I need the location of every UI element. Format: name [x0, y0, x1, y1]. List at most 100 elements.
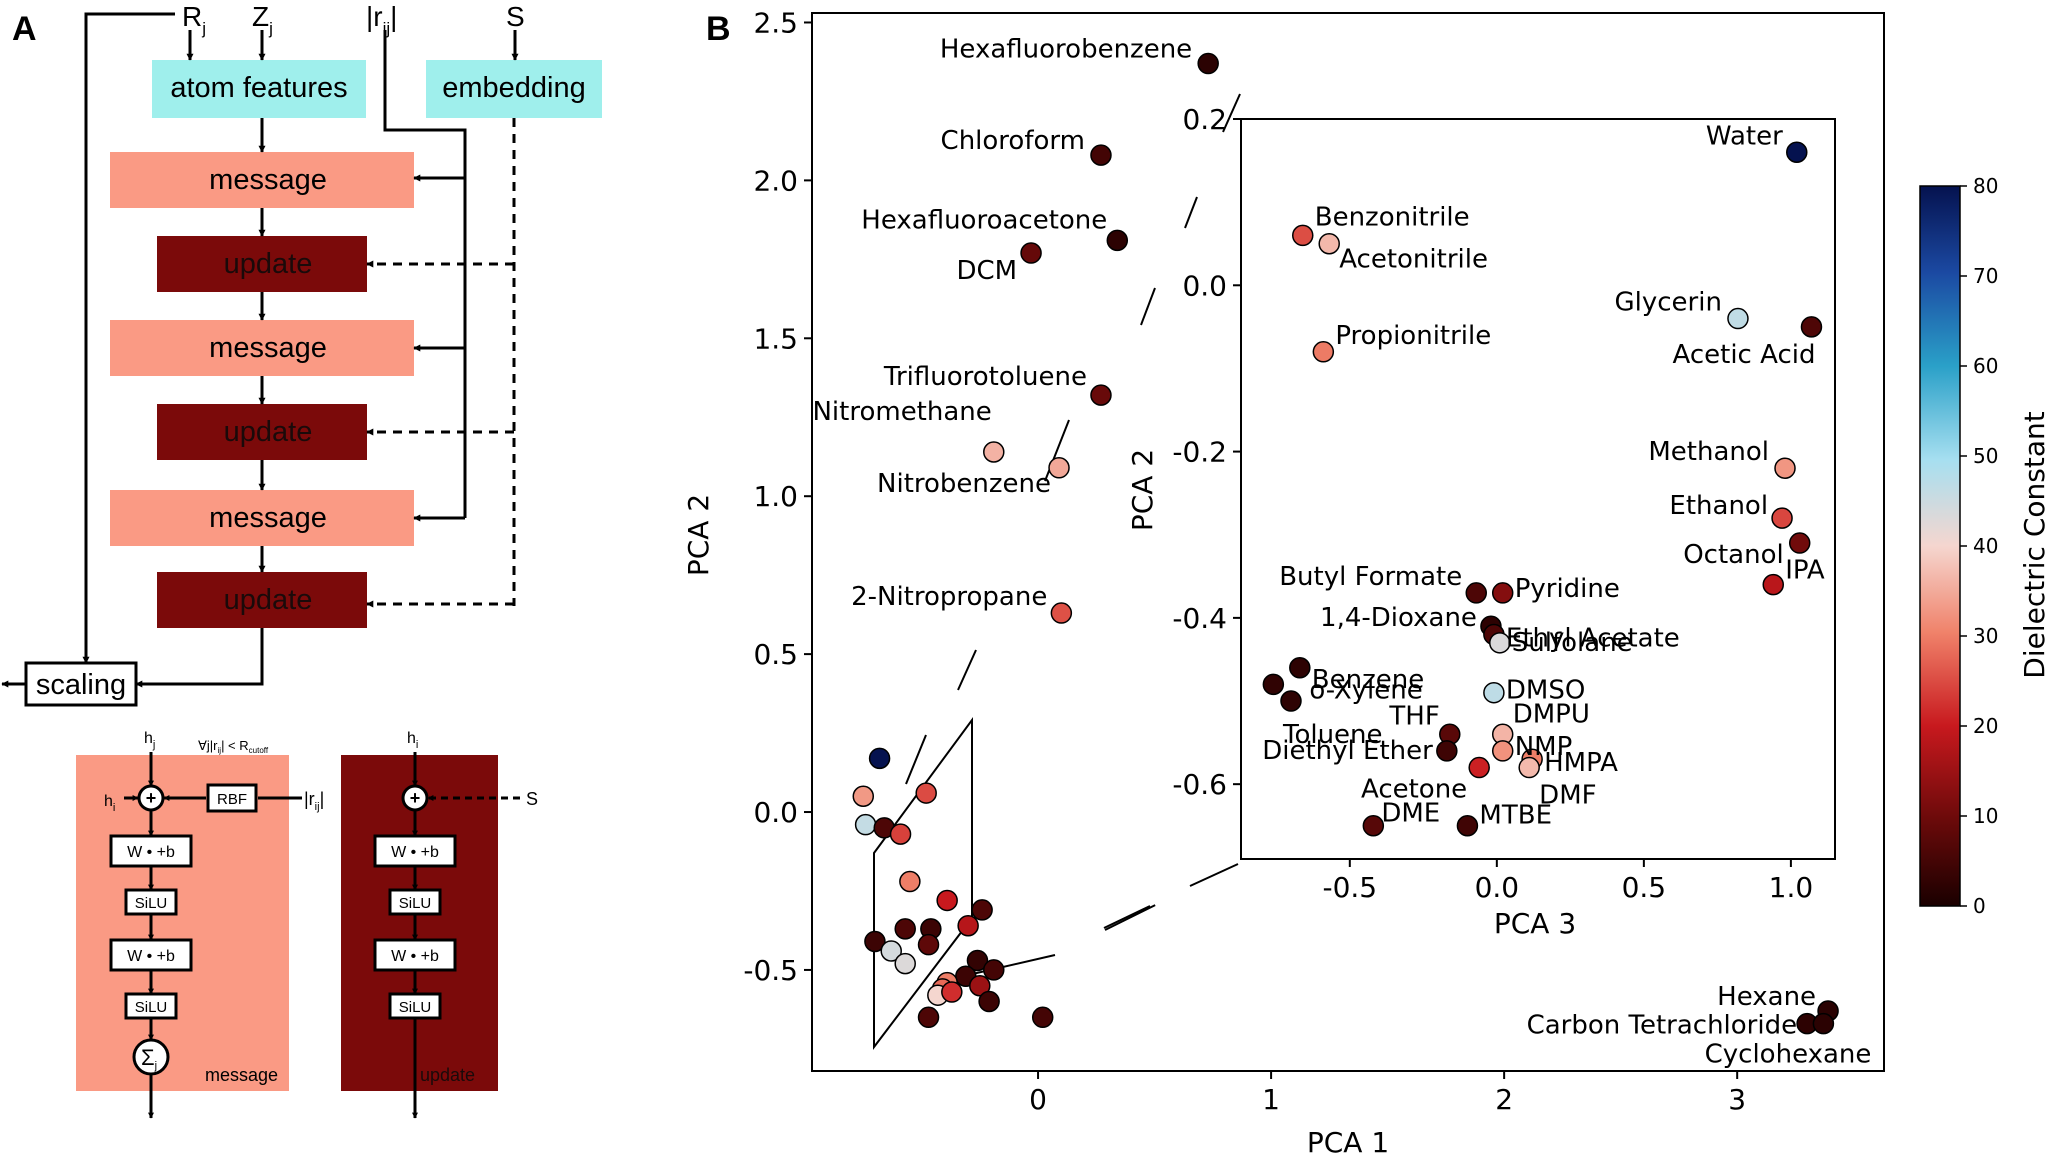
inset-point-dmso: [1483, 681, 1505, 704]
point-chloroform: [1090, 144, 1112, 166]
inset-ytick-label: 0.0: [1182, 269, 1227, 302]
inset-label-glycerin: Glycerin: [1615, 288, 1722, 318]
embedding-box: [426, 60, 602, 118]
inset-point-o-xylene: [1262, 673, 1285, 696]
plus-node-update-label: +: [410, 788, 421, 808]
linear-label-u1: W • +b: [391, 844, 439, 861]
update-detail-caption: update: [420, 1065, 475, 1085]
inset-point-ethanol: [1771, 507, 1793, 529]
inset-point-methanol: [1774, 457, 1796, 479]
point-unlabeled: [854, 813, 877, 836]
detail-arrows: [124, 752, 418, 1119]
inset-label-dmso: DMSO: [1506, 676, 1585, 706]
inset-point-sulfolane: [1489, 632, 1511, 654]
point-unlabeled: [917, 1006, 940, 1029]
scaling-label: scaling: [36, 669, 126, 701]
inset-label-acetonitrile: Acetonitrile: [1339, 245, 1488, 275]
linear-box-u1: [373, 834, 457, 868]
colorbar-tick-label: 80: [1973, 174, 1998, 198]
rbf-label: RBF: [217, 791, 247, 808]
inset-point-benzene: [1289, 657, 1311, 679]
inset-ylabel: PCA 2: [1126, 449, 1159, 531]
inset-point-pyridine: [1491, 582, 1514, 604]
inset-point-toluene: [1280, 690, 1302, 712]
inset-point-acetonitrile: [1318, 232, 1340, 255]
linear-label-m2: W • +b: [127, 948, 175, 965]
message-detail-caption: message: [205, 1065, 278, 1085]
inset-xtick-label: 1.0: [1769, 871, 1814, 904]
message-label-1: message: [209, 164, 327, 196]
detail-hi: hi: [104, 793, 115, 814]
detail-s: S: [526, 789, 538, 809]
main-xtick-label: 2: [1495, 1083, 1513, 1116]
inset-label-ethanol: Ethanol: [1669, 491, 1768, 521]
message-label-2: message: [209, 332, 327, 364]
point-nitrobenzene: [1048, 457, 1070, 479]
point-dcm: [1020, 242, 1042, 264]
detail-cutoff: ∀j|rij| < Rcutoff: [198, 738, 269, 755]
inset-point-dme: [1362, 814, 1385, 837]
inset-point-octanol: [1788, 532, 1811, 554]
main-xtick-label: 1: [1262, 1083, 1280, 1116]
silu-label-m1: SiLU: [135, 895, 168, 912]
plus-node-message-label: +: [146, 788, 157, 808]
colorbar-tick-label: 30: [1973, 624, 1998, 648]
update-box-1: [157, 236, 367, 292]
detail-hi-update: hi: [407, 730, 418, 751]
scaling-box: [24, 661, 138, 707]
point-unlabeled: [915, 782, 937, 804]
label-2-nitropropane: 2-Nitropropane: [851, 582, 1047, 612]
inset-label-acetone: Acetone: [1361, 775, 1467, 805]
atom-features-box: [152, 60, 366, 118]
inset-label-sulfolane: Sulfolane: [1512, 628, 1633, 658]
inset-label-ethyl-acetate: Ethyl Acetate: [1506, 624, 1680, 654]
main-ylabel: PCA 2: [682, 494, 715, 576]
point-trifluorotoluene: [1090, 384, 1112, 406]
panel-a-label: A: [12, 10, 37, 48]
inset-point-dmf: [1518, 756, 1540, 779]
inset-point-nmp: [1491, 740, 1514, 762]
point-unlabeled: [864, 930, 886, 953]
detail-rij: |rij|: [304, 789, 324, 813]
inset-point-butyl-formate: [1465, 582, 1487, 604]
update-box-3: [157, 572, 367, 628]
panel-b-label: B: [706, 10, 731, 48]
point-unlabeled: [917, 933, 940, 956]
inset-point-ipa: [1762, 573, 1784, 596]
inset-label-butyl-formate: Butyl Formate: [1279, 562, 1462, 592]
point-unlabeled: [852, 785, 875, 807]
inset-ytick-label: 0.2: [1182, 103, 1227, 136]
inset-ticks: -0.5 0.0 0.5 1.0 -0.6 -0.4 -0.2 0.0 0.2: [1172, 103, 1813, 904]
label-dcm: DCM: [956, 256, 1017, 286]
point-unlabeled: [868, 747, 891, 770]
zoom-region-polygon: [873, 716, 973, 1050]
main-ticks: 0 1 2 3 -0.5 0.0 0.5 1.0 1.5 2.0 2.5: [743, 6, 1746, 1116]
inset-label-octanol: Octanol: [1683, 540, 1784, 570]
colorbar-tick-label: 40: [1973, 534, 1998, 558]
inset-xtick-label: 0.0: [1475, 871, 1520, 904]
inset-ytick-label: -0.6: [1172, 768, 1227, 801]
inset-label-benzene: Benzene: [1312, 665, 1424, 695]
point-2-nitropropane: [1050, 602, 1073, 624]
inset-label-methanol: Methanol: [1648, 437, 1769, 467]
colorbar-tick-label: 0: [1973, 894, 1986, 918]
colorbar-tick-label: 70: [1973, 264, 1998, 288]
sum-node: [132, 1038, 170, 1076]
main-ytick-label: 1.5: [753, 322, 798, 355]
embedding-label: embedding: [442, 72, 586, 104]
zoom-guides: [905, 93, 1241, 929]
silu-box-u2: [388, 992, 442, 1020]
inset-label-acetic-acid: Acetic Acid: [1673, 340, 1816, 370]
point-unlabeled: [983, 959, 1005, 981]
panel-b: B 0 1 2 3 -0.5 0.0 0.5 1.0 1.5 2.0 2.5 PCA 1 PCA 2…: [682, 6, 2048, 1155]
linear-box-u2: [373, 938, 457, 972]
colorbar-tick-label: 50: [1973, 444, 1998, 468]
inset-labels: Water Benzonitrile Acetonitrile Propionitri…: [1262, 121, 1825, 830]
colorbar-tick-label: 60: [1973, 354, 1998, 378]
label-hexane: Hexane: [1717, 982, 1816, 1012]
message-label-3: message: [209, 502, 327, 534]
label-chloroform: Chloroform: [941, 126, 1085, 156]
inset-points: [1262, 141, 1823, 837]
inset-point-water: [1786, 141, 1808, 164]
update-label-2: update: [224, 416, 313, 448]
